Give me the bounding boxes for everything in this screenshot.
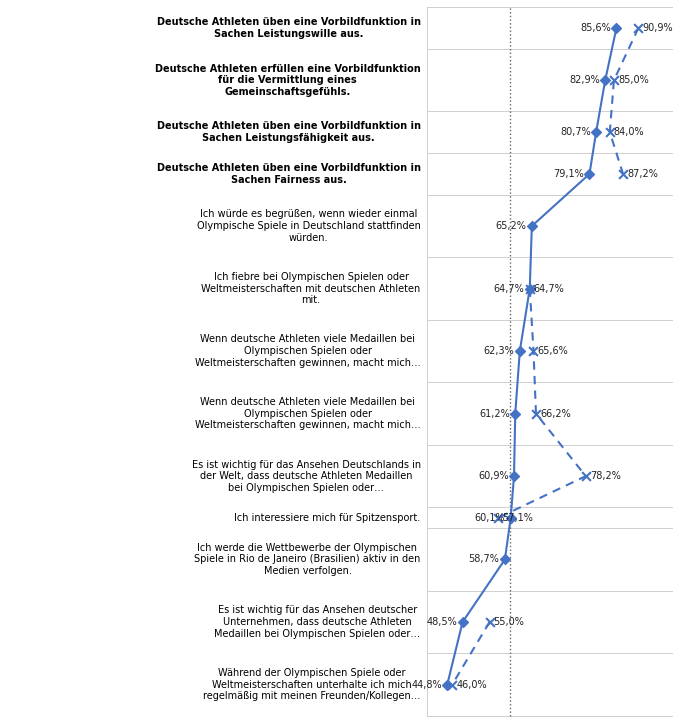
Text: 82,9%: 82,9% [569, 75, 600, 85]
Point [608, 74, 619, 86]
Text: Wenn deutsche Athleten viele Medaillen bei
Olympischen Spielen oder
Weltmeisters: Wenn deutsche Athleten viele Medaillen b… [195, 397, 421, 430]
Point [505, 512, 516, 523]
Text: Deutsche Athleten üben eine Vorbildfunktion in
Sachen Leistungswille aus.: Deutsche Athleten üben eine Vorbildfunkt… [157, 17, 421, 39]
Text: Ich werde die Wettbewerbe der Olympischen
Spiele in Rio de Janeiro (Brasilien) a: Ich werde die Wettbewerbe der Olympische… [194, 543, 421, 576]
Text: 85,6%: 85,6% [580, 23, 611, 33]
Point [600, 74, 610, 86]
Text: Ich würde es begrüßen, wenn wieder einmal
Olympische Spiele in Deutschland statt: Ich würde es begrüßen, wenn wieder einma… [197, 210, 421, 243]
Point [633, 22, 644, 34]
Point [442, 679, 453, 690]
Text: 66,2%: 66,2% [540, 408, 571, 419]
Text: 60,1%: 60,1% [474, 513, 505, 523]
Text: 65,2%: 65,2% [495, 221, 526, 231]
Point [524, 283, 535, 294]
Point [493, 512, 503, 523]
Text: 65,6%: 65,6% [538, 346, 568, 356]
Text: 55,0%: 55,0% [493, 617, 524, 627]
Point [530, 408, 541, 419]
Text: Deutsche Athleten erfüllen eine Vorbildfunktion
für die Vermittlung eines
Gemein: Deutsche Athleten erfüllen eine Vorbildf… [155, 64, 421, 97]
Point [618, 168, 629, 180]
Text: 64,7%: 64,7% [493, 283, 524, 294]
Text: 80,7%: 80,7% [560, 127, 591, 137]
Point [584, 168, 595, 180]
Point [457, 616, 468, 628]
Text: 44,8%: 44,8% [411, 680, 442, 690]
Point [447, 679, 458, 690]
Text: 85,0%: 85,0% [618, 75, 649, 85]
Point [499, 554, 510, 565]
Point [510, 408, 521, 419]
Point [591, 127, 602, 138]
Text: Wenn deutsche Athleten viele Medaillen bei
Olympischen Spielen oder
Weltmeisters: Wenn deutsche Athleten viele Medaillen b… [195, 335, 421, 368]
Text: 46,0%: 46,0% [456, 680, 487, 690]
Text: Es ist wichtig für das Ansehen Deutschlands in
der Welt, dass deutsche Athleten : Es ist wichtig für das Ansehen Deutschla… [192, 460, 421, 492]
Text: 84,0%: 84,0% [614, 127, 645, 137]
Text: 90,9%: 90,9% [643, 23, 673, 33]
Text: 57,1%: 57,1% [502, 513, 533, 523]
Text: Es ist wichtig für das Ansehen deutscher
Unternehmen, dass deutsche Athleten
Med: Es ist wichtig für das Ansehen deutscher… [215, 605, 421, 638]
Text: Ich interessiere mich für Spitzensport.: Ich interessiere mich für Spitzensport. [234, 513, 421, 523]
Point [524, 283, 535, 294]
Point [526, 221, 537, 232]
Text: Deutsche Athleten üben eine Vorbildfunktion in
Sachen Leistungsfähigkeit aus.: Deutsche Athleten üben eine Vorbildfunkt… [157, 121, 421, 143]
Text: 61,2%: 61,2% [479, 408, 510, 419]
Text: Ich fiebre bei Olympischen Spielen oder
Weltmeisterschaften mit deutschen Athlet: Ich fiebre bei Olympischen Spielen oder … [201, 272, 421, 305]
Text: 48,5%: 48,5% [427, 617, 457, 627]
Text: 79,1%: 79,1% [553, 169, 584, 179]
Text: 62,3%: 62,3% [484, 346, 514, 356]
Text: Während der Olympischen Spiele oder
Weltmeisterschaften unterhalte ich mich
rege: Während der Olympischen Spiele oder Welt… [203, 668, 421, 701]
Point [604, 127, 615, 138]
Point [580, 471, 591, 482]
Point [528, 346, 539, 357]
Text: 64,7%: 64,7% [534, 283, 565, 294]
Point [514, 346, 525, 357]
Point [484, 616, 495, 628]
Text: 58,7%: 58,7% [468, 555, 499, 565]
Point [509, 471, 520, 482]
Text: 78,2%: 78,2% [590, 471, 621, 481]
Point [611, 22, 622, 34]
Text: 60,9%: 60,9% [478, 471, 509, 481]
Text: Deutsche Athleten üben eine Vorbildfunktion in
Sachen Fairness aus.: Deutsche Athleten üben eine Vorbildfunkt… [157, 163, 421, 185]
Text: 87,2%: 87,2% [627, 169, 658, 179]
